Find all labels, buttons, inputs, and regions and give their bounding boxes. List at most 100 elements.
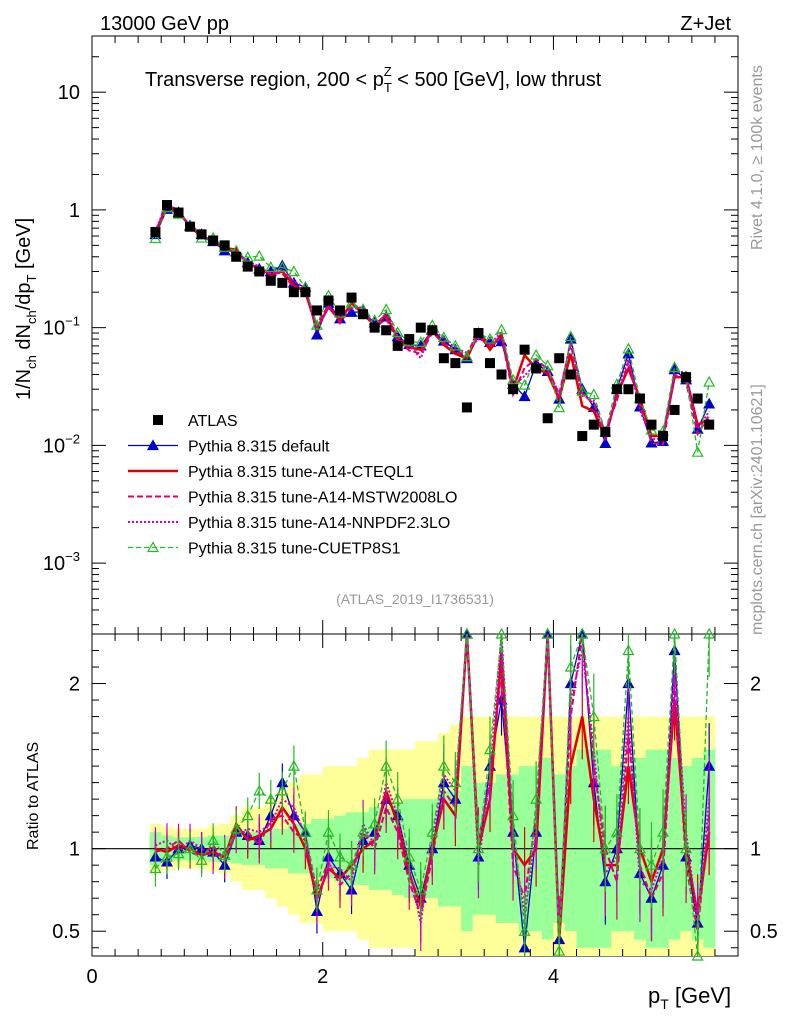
atlas-point bbox=[704, 419, 715, 430]
ratio-marker bbox=[437, 759, 450, 771]
ratio-marker bbox=[449, 776, 462, 788]
ratio-marker bbox=[403, 850, 416, 862]
atlas-point bbox=[265, 275, 276, 286]
series-marker bbox=[287, 265, 300, 277]
y-tick-label: 10−3 bbox=[43, 549, 80, 575]
series-marker bbox=[460, 350, 473, 362]
ratio-tick-label-right: 1 bbox=[750, 839, 761, 861]
ratio-tick-label-right: 0.5 bbox=[750, 921, 778, 943]
x-tick-label: 4 bbox=[548, 966, 559, 988]
y-axis-label: 1/Nch dNch/dpT [GeV] bbox=[13, 218, 39, 400]
series-marker bbox=[553, 401, 566, 413]
ratio-marker bbox=[472, 842, 485, 854]
ratio-marker bbox=[460, 627, 473, 639]
ratio-marker bbox=[172, 847, 185, 859]
legend: ATLAS Pythia 8.315 default Pythia 8.315 tu… bbox=[128, 413, 457, 558]
ratio-marker bbox=[622, 644, 635, 656]
atlas-point bbox=[196, 229, 207, 240]
atlas-point bbox=[311, 305, 322, 316]
series-marker bbox=[414, 336, 427, 347]
atlas-point bbox=[565, 369, 576, 380]
series-marker bbox=[253, 249, 266, 261]
legend-label: Pythia 8.315 default bbox=[188, 439, 330, 456]
series-marker bbox=[622, 342, 635, 354]
ratio-marker bbox=[495, 627, 508, 639]
atlas-point bbox=[335, 305, 346, 316]
series-marker bbox=[507, 373, 520, 385]
atlas-point bbox=[542, 413, 553, 424]
atlas-point bbox=[150, 226, 161, 237]
ratio-marker bbox=[507, 809, 520, 821]
atlas-point bbox=[231, 251, 242, 262]
legend-label: Pythia 8.315 tune-CUETP8S1 bbox=[188, 541, 401, 558]
series-marker bbox=[691, 445, 704, 457]
ratio-marker bbox=[345, 858, 358, 870]
atlas-point bbox=[427, 325, 438, 336]
atlas-point bbox=[219, 240, 230, 251]
atlas-point bbox=[669, 404, 680, 415]
mcplots-label: mcplots.cern.ch [arXiv:2401.10621] bbox=[749, 384, 766, 635]
ratio-marker bbox=[357, 825, 370, 837]
atlas-point bbox=[681, 372, 692, 383]
series-marker bbox=[310, 328, 323, 340]
atlas-point bbox=[381, 325, 392, 336]
atlas-point bbox=[173, 207, 184, 218]
series-marker bbox=[703, 397, 716, 409]
ratio-marker bbox=[380, 759, 393, 771]
ratio-marker bbox=[645, 858, 658, 870]
series-marker bbox=[241, 251, 254, 262]
atlas-point bbox=[508, 384, 519, 395]
ratio-marker bbox=[610, 825, 623, 837]
atlas-point bbox=[242, 261, 253, 272]
atlas-point bbox=[358, 309, 369, 320]
ratio-marker bbox=[553, 944, 566, 956]
atlas-point bbox=[600, 426, 611, 437]
analysis-id: (ATLAS_2019_I1736531) bbox=[336, 591, 494, 607]
series-marker bbox=[310, 318, 323, 330]
ratio-marker bbox=[299, 825, 312, 837]
ratio-marker bbox=[703, 627, 716, 639]
header-right: Z+Jet bbox=[680, 13, 731, 35]
y-tick-label: 10 bbox=[58, 82, 80, 104]
uncertainty-bands bbox=[92, 716, 738, 956]
series-marker bbox=[264, 261, 277, 272]
series-marker bbox=[495, 323, 508, 335]
atlas-point bbox=[588, 419, 599, 430]
ratio-marker bbox=[587, 710, 600, 722]
series-marker bbox=[668, 361, 681, 372]
series-marker bbox=[587, 388, 600, 400]
atlas-point bbox=[496, 369, 507, 380]
ratio-marker bbox=[656, 825, 670, 837]
series-marker bbox=[703, 375, 716, 387]
rivet-label: Rivet 4.1.0, ≥ 100k events bbox=[749, 65, 766, 250]
legend-label: Pythia 8.315 tune-A14-CTEQL1 bbox=[188, 464, 414, 481]
ratio-marker bbox=[207, 834, 220, 846]
ratio-marker bbox=[483, 743, 497, 755]
series-marker bbox=[149, 232, 162, 244]
legend-marker bbox=[146, 541, 160, 553]
atlas-point bbox=[611, 384, 622, 395]
ratio-tick-label: 1 bbox=[69, 839, 80, 861]
atlas-point bbox=[346, 292, 357, 303]
atlas-point bbox=[161, 200, 172, 211]
ratio-marker bbox=[241, 809, 254, 821]
axis-ticks: 0 2 4 10−3 10−2 10−1 1 10 0.5 0.5 1 1 2 2 bbox=[43, 35, 778, 988]
ratio-marker bbox=[253, 784, 266, 796]
ratio-marker bbox=[218, 849, 231, 860]
atlas-point bbox=[577, 431, 588, 442]
ratio-marker bbox=[333, 850, 347, 862]
atlas-point bbox=[277, 277, 288, 288]
atlas-point bbox=[658, 431, 669, 442]
atlas-point bbox=[415, 322, 426, 333]
x-tick-label: 0 bbox=[86, 966, 97, 988]
atlas-point bbox=[392, 340, 403, 351]
header-left: 13000 GeV pp bbox=[100, 13, 229, 35]
atlas-point bbox=[519, 344, 530, 355]
ratio-marker bbox=[414, 883, 427, 895]
legend-marker bbox=[146, 439, 160, 451]
ratio-marker bbox=[184, 842, 197, 854]
ratio-marker bbox=[680, 842, 693, 854]
atlas-point bbox=[254, 266, 265, 277]
series-marker bbox=[276, 261, 289, 273]
